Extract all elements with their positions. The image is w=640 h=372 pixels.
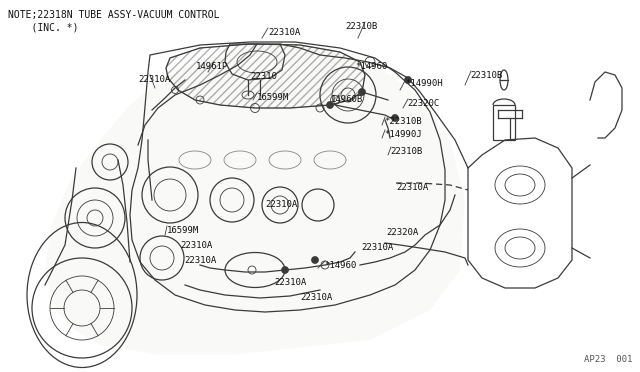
Text: 14960B: 14960B [331, 95, 364, 104]
Circle shape [282, 266, 289, 273]
Text: 22310B: 22310B [390, 147, 422, 156]
Text: 22310A: 22310A [265, 200, 297, 209]
Circle shape [358, 89, 365, 96]
Bar [493, 105, 515, 140]
Text: 22310: 22310 [250, 72, 277, 81]
Circle shape [326, 102, 333, 109]
Text: 22320A: 22320A [386, 228, 419, 237]
Circle shape [312, 257, 319, 263]
Text: 22310B: 22310B [345, 22, 377, 31]
Text: 22310B: 22310B [470, 71, 502, 80]
Text: 22310A: 22310A [274, 278, 307, 287]
Text: 14961P: 14961P [196, 62, 228, 71]
Text: AP23  001: AP23 001 [584, 355, 632, 364]
Text: 22310A: 22310A [184, 256, 216, 265]
Text: 16599M: 16599M [257, 93, 289, 102]
Text: *14960: *14960 [324, 261, 356, 270]
Text: 16599M: 16599M [167, 226, 199, 235]
Text: 22310A: 22310A [361, 243, 393, 252]
Text: 22310A: 22310A [396, 183, 428, 192]
Text: (INC. *): (INC. *) [8, 22, 79, 32]
Text: 22310A: 22310A [268, 28, 300, 37]
Text: *22310B: *22310B [384, 117, 422, 126]
Text: 22310A: 22310A [138, 75, 170, 84]
Text: 22320C: 22320C [407, 99, 439, 108]
Text: *14990H: *14990H [405, 79, 443, 88]
Circle shape [392, 115, 399, 122]
Text: *14990J: *14990J [384, 130, 422, 139]
Text: 22310A: 22310A [180, 241, 212, 250]
Text: 22310A: 22310A [300, 293, 332, 302]
Circle shape [404, 77, 412, 83]
Polygon shape [45, 42, 465, 355]
Text: *14960: *14960 [355, 62, 387, 71]
Text: NOTE;22318N TUBE ASSY-VACUUM CONTROL: NOTE;22318N TUBE ASSY-VACUUM CONTROL [8, 10, 220, 20]
